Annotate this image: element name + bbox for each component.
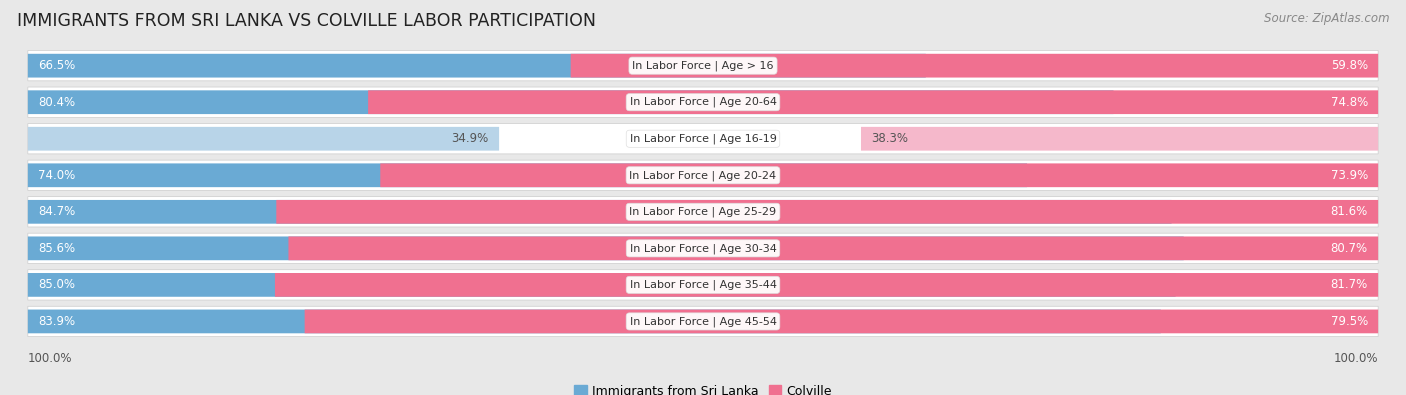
FancyBboxPatch shape [368, 90, 1378, 114]
Text: In Labor Force | Age 30-34: In Labor Force | Age 30-34 [630, 243, 776, 254]
FancyBboxPatch shape [28, 54, 925, 77]
Text: 74.0%: 74.0% [38, 169, 76, 182]
FancyBboxPatch shape [28, 127, 499, 150]
FancyBboxPatch shape [288, 237, 1378, 260]
FancyBboxPatch shape [860, 127, 1378, 150]
Text: 80.7%: 80.7% [1330, 242, 1368, 255]
FancyBboxPatch shape [28, 273, 1175, 297]
Text: 100.0%: 100.0% [28, 352, 72, 365]
Text: 73.9%: 73.9% [1330, 169, 1368, 182]
Text: 59.8%: 59.8% [1330, 59, 1368, 72]
Text: 85.6%: 85.6% [38, 242, 76, 255]
Text: 74.8%: 74.8% [1330, 96, 1368, 109]
FancyBboxPatch shape [28, 51, 1378, 81]
Text: Source: ZipAtlas.com: Source: ZipAtlas.com [1264, 12, 1389, 25]
Text: In Labor Force | Age 20-24: In Labor Force | Age 20-24 [630, 170, 776, 181]
Legend: Immigrants from Sri Lanka, Colville: Immigrants from Sri Lanka, Colville [575, 385, 831, 395]
FancyBboxPatch shape [28, 197, 1378, 227]
Text: 80.4%: 80.4% [38, 96, 76, 109]
FancyBboxPatch shape [28, 87, 1378, 117]
Text: In Labor Force | Age 35-44: In Labor Force | Age 35-44 [630, 280, 776, 290]
Text: In Labor Force | Age 25-29: In Labor Force | Age 25-29 [630, 207, 776, 217]
Text: In Labor Force | Age 20-64: In Labor Force | Age 20-64 [630, 97, 776, 107]
FancyBboxPatch shape [28, 164, 1026, 187]
FancyBboxPatch shape [276, 273, 1378, 297]
Text: 38.3%: 38.3% [872, 132, 908, 145]
Text: 81.6%: 81.6% [1330, 205, 1368, 218]
FancyBboxPatch shape [571, 54, 1378, 77]
Text: 83.9%: 83.9% [38, 315, 76, 328]
Text: 100.0%: 100.0% [1334, 352, 1378, 365]
Text: 79.5%: 79.5% [1330, 315, 1368, 328]
FancyBboxPatch shape [28, 237, 1184, 260]
FancyBboxPatch shape [28, 233, 1378, 263]
Text: In Labor Force | Age > 16: In Labor Force | Age > 16 [633, 60, 773, 71]
Text: 34.9%: 34.9% [451, 132, 489, 145]
Text: In Labor Force | Age 16-19: In Labor Force | Age 16-19 [630, 134, 776, 144]
FancyBboxPatch shape [28, 310, 1161, 333]
Text: 85.0%: 85.0% [38, 278, 75, 292]
Text: 81.7%: 81.7% [1330, 278, 1368, 292]
FancyBboxPatch shape [28, 124, 1378, 154]
FancyBboxPatch shape [305, 310, 1378, 333]
FancyBboxPatch shape [28, 270, 1378, 300]
Text: In Labor Force | Age 45-54: In Labor Force | Age 45-54 [630, 316, 776, 327]
FancyBboxPatch shape [28, 306, 1378, 337]
FancyBboxPatch shape [277, 200, 1378, 224]
FancyBboxPatch shape [28, 200, 1171, 224]
Text: 66.5%: 66.5% [38, 59, 76, 72]
Text: IMMIGRANTS FROM SRI LANKA VS COLVILLE LABOR PARTICIPATION: IMMIGRANTS FROM SRI LANKA VS COLVILLE LA… [17, 12, 596, 30]
FancyBboxPatch shape [28, 160, 1378, 190]
FancyBboxPatch shape [28, 90, 1114, 114]
FancyBboxPatch shape [380, 164, 1378, 187]
Text: 84.7%: 84.7% [38, 205, 76, 218]
